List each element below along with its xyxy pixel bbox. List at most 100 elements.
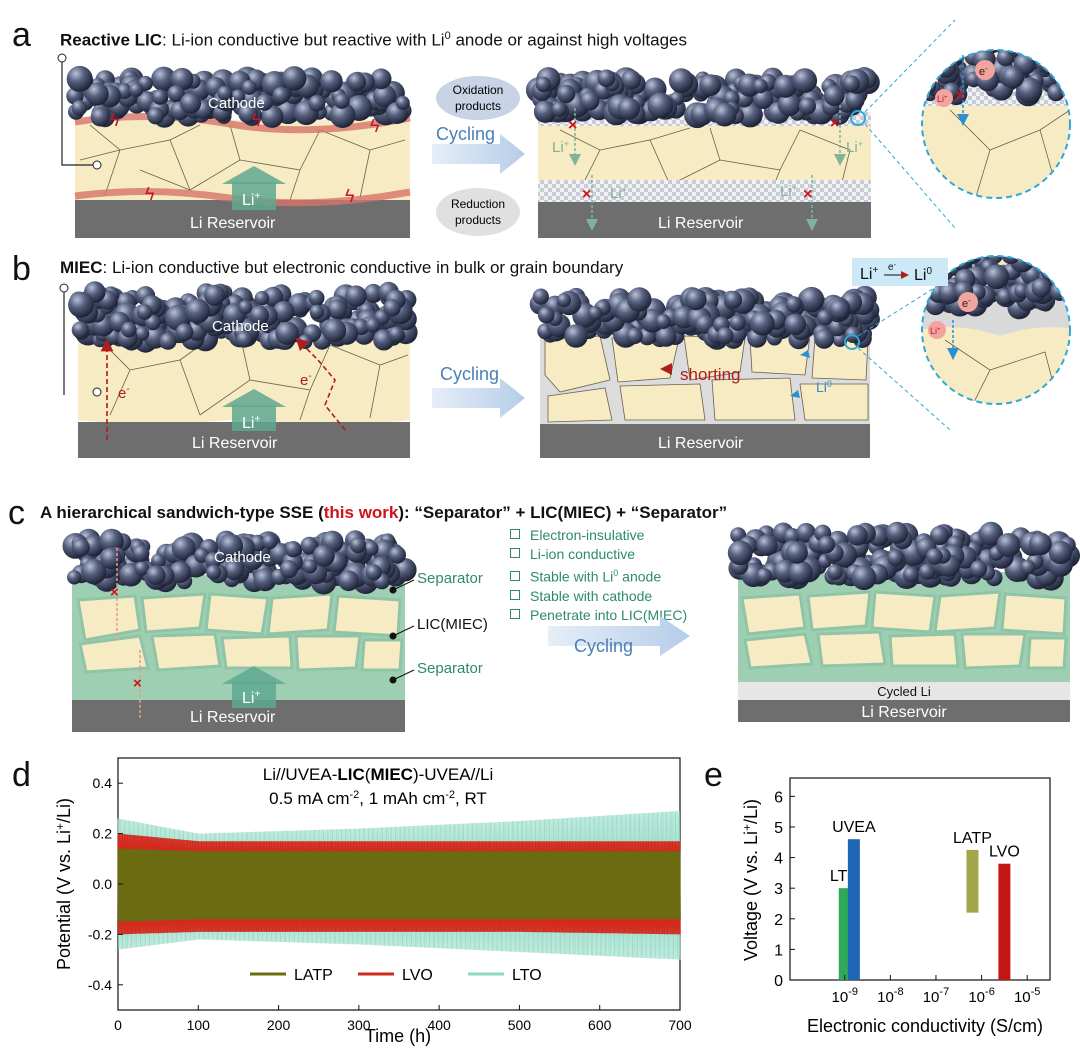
feature-list: Electron-insulative Li-ion conductive St…: [510, 526, 687, 625]
feature-item: Electron-insulative: [510, 526, 687, 545]
reaction-interface-top: [74, 112, 411, 134]
li-ion-paths: [569, 105, 846, 231]
panel-b-right-cell: Li Reservoir shorting Li0: [529, 285, 880, 458]
reduction-text: Reduction: [451, 197, 505, 211]
reservoir-label: Li Reservoir: [190, 709, 276, 726]
y-tick-label: 0: [774, 973, 783, 990]
reaction-equation-box: [852, 258, 948, 286]
oxidation-text: products: [455, 99, 501, 113]
li-reservoir: [540, 424, 870, 458]
x-tick-label: 10-5: [1014, 986, 1040, 1006]
cycled-li-layer: [738, 682, 1070, 700]
terminal: [92, 160, 102, 170]
separator-label-top: Separator: [417, 570, 483, 587]
bar-label-latp: LATP: [953, 830, 992, 847]
lic-label: LIC(MIEC): [417, 616, 488, 633]
panel-b-title-text: : Li-ion conductive but electronic condu…: [102, 258, 624, 277]
reservoir-label: Li Reservoir: [192, 435, 278, 452]
shorting-label: shorting: [680, 365, 740, 384]
feature-text: Electron-insulative: [530, 527, 645, 543]
li-dot-label: Li+: [930, 326, 941, 336]
x-tick-label: 10-6: [968, 986, 994, 1006]
svg-text:×: ×: [830, 115, 839, 132]
reduction-bubble: Reduction products: [436, 188, 520, 236]
bar-latp: [966, 849, 979, 913]
x-tick-label: 10-7: [923, 986, 949, 1006]
shorting-marker: [660, 363, 672, 375]
reservoir-label: Li Reservoir: [658, 215, 744, 232]
feature-sup: 0: [613, 568, 619, 578]
x-tick-label: 0: [114, 1017, 122, 1033]
reduction-text: products: [455, 213, 501, 227]
li0-label: Li0: [816, 379, 832, 395]
panel-letter-b: b: [12, 250, 31, 288]
bar-lvo: [998, 863, 1011, 980]
y-tick-label: 6: [774, 789, 783, 806]
li-ion-arrow-head: [222, 666, 286, 684]
electron-label: e-: [979, 64, 988, 78]
feature-item: Stable with cathode: [510, 587, 687, 606]
reaction-equation: Li+: [860, 265, 878, 283]
panel-letter-c: c: [8, 494, 25, 532]
x-tick-label: 100: [187, 1017, 211, 1033]
li-dot: [935, 89, 953, 107]
feature-item: Penetrate into LIC(MIEC): [510, 606, 687, 625]
oxidation-text: Oxidation: [453, 83, 504, 97]
chart-d-title-line1: Li//UVEA-LIC(MIEC)-UVEA//Li: [263, 765, 494, 784]
svg-text:ϟ: ϟ: [110, 110, 120, 130]
electron-dot: [958, 292, 978, 312]
panel-c-left-cell: Cathode Li Reservoir Li+ × × Separator L…: [62, 528, 488, 732]
legend-label-lvo: LVO: [402, 967, 433, 984]
y-tick-label: 2: [774, 912, 783, 929]
cycling-arrow-b: Cycling: [432, 364, 525, 418]
svg-text:ϟ: ϟ: [252, 110, 262, 130]
cathode-particles: [525, 67, 880, 129]
cycling-arrow-a: Cycling: [432, 124, 525, 174]
chart-d-series: [117, 810, 681, 960]
cathode-particles: [727, 521, 1080, 591]
y-tick-label: 3: [774, 881, 783, 898]
zoom-target: [844, 334, 860, 350]
y-tick-label: 1: [774, 942, 783, 959]
chart-e-axes: 0 1 2 3 4 5 6 10-9 10-8 10-7 10-6 10-5: [774, 789, 1040, 1006]
feature-text: Penetrate into LIC(MIEC): [530, 606, 688, 623]
x-tick-label: 10-9: [832, 986, 858, 1006]
svg-text:ϟ: ϟ: [145, 184, 155, 204]
panel-c-right-cell: Cycled Li Li Reservoir: [727, 521, 1080, 722]
panel-c-title: A hierarchical sandwich-type SSE (this w…: [40, 503, 727, 523]
chart-e-ylabel: Voltage (V vs. Li+/Li): [740, 799, 761, 961]
cathode-label: Cathode: [214, 549, 271, 566]
svg-text:×: ×: [568, 117, 577, 134]
blocked-electron-paths: [116, 548, 141, 720]
block-marks: × ×: [110, 584, 142, 692]
lic-grains: [76, 592, 404, 674]
cycling-arrow-c: Cycling: [548, 616, 690, 656]
x-tick-label: 300: [347, 1017, 371, 1033]
li-reservoir: [738, 700, 1070, 722]
reservoir-label: Li Reservoir: [861, 704, 947, 721]
panel-a-title: Reactive LIC: Li-ion conductive but reac…: [60, 30, 687, 51]
x-tick-label: 10-8: [877, 986, 903, 1006]
legend-label-lto: LTO: [512, 967, 542, 984]
li-plus-label: Li+: [242, 191, 260, 209]
panel-c-title-a: A hierarchical sandwich-type SSE (: [40, 503, 324, 522]
li0-arrow: [800, 350, 810, 358]
grain-boundaries: [79, 124, 406, 201]
chart-d-ylabel: Potential (V vs. Li+/Li): [53, 798, 74, 970]
x-tick-label: 200: [267, 1017, 291, 1033]
zoom-target: [850, 110, 866, 126]
reservoir-label: Li Reservoir: [658, 435, 744, 452]
electron-label: e-: [300, 371, 312, 389]
zoom-circle-b: e- Li+ Li+ e- Li0: [852, 255, 1071, 431]
electron-label: e-: [962, 296, 971, 310]
x-tick-label: 400: [427, 1017, 451, 1033]
reservoir-label: Li Reservoir: [190, 215, 276, 232]
li-ion-arrow-head: [222, 166, 286, 184]
reaction-product: Li0: [914, 266, 932, 284]
y-tick-label: -0.2: [88, 926, 112, 942]
feature-text: Li-ion conductive: [530, 546, 636, 562]
cathode-particles: [66, 65, 412, 128]
svg-text:×: ×: [803, 186, 812, 203]
chart-d-title-line2: 0.5 mA cm-2, 1 mAh cm-2, RT: [269, 789, 487, 808]
